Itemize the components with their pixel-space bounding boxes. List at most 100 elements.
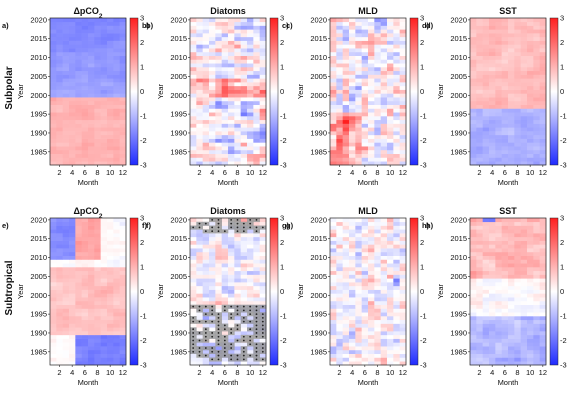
heatmap-cell [94, 236, 101, 241]
heatmap-cell [387, 255, 394, 260]
heatmap-cell [495, 153, 502, 158]
heatmap-cell [202, 131, 210, 136]
heatmap-cell [228, 112, 235, 117]
heatmap-cell [520, 97, 528, 102]
heatmap-cell [247, 259, 254, 264]
heatmap-cell [470, 108, 477, 113]
colorbar-tick-label: -3 [280, 361, 287, 370]
heatmap-cell [393, 59, 400, 64]
stipple-dot [198, 222, 201, 225]
heatmap-cell [247, 97, 254, 102]
heatmap-cell [81, 342, 89, 347]
heatmap-cell [361, 221, 369, 226]
heatmap-cell [342, 123, 350, 128]
heatmap-cell [495, 289, 502, 294]
heatmap-cell [119, 361, 127, 366]
heatmap-cell [361, 248, 369, 253]
heatmap-cell [81, 349, 89, 354]
heatmap-cell [393, 285, 400, 290]
heatmap-cell [107, 225, 114, 230]
heatmap-cell [330, 251, 337, 256]
x-tick-label: 2 [197, 168, 201, 177]
heatmap-cell [349, 63, 356, 68]
heatmap-cell [81, 263, 89, 268]
heatmap-cell [240, 263, 248, 268]
heatmap-cell [50, 308, 57, 313]
heatmap-cell [209, 342, 216, 347]
heatmap-cell [342, 304, 350, 309]
heatmap-cell [88, 93, 95, 98]
heatmap-cell [100, 108, 108, 113]
heatmap-cell [501, 123, 509, 128]
heatmap-cell [253, 149, 260, 154]
heatmap-cell [107, 29, 114, 34]
heatmap-cell [355, 278, 362, 283]
heatmap-cell [355, 93, 362, 98]
heatmap-cell [533, 138, 540, 143]
heatmap-cell [527, 55, 534, 60]
heatmap-cell [489, 123, 496, 128]
heatmap-cell [361, 104, 369, 109]
stipple-dot [255, 230, 258, 233]
heatmap-cell [514, 123, 521, 128]
heatmap-cell [520, 319, 528, 324]
heatmap-cell [330, 240, 337, 245]
heatmap-cell [196, 108, 203, 113]
heatmap-cell [119, 149, 127, 154]
y-tick-label: 2015 [310, 34, 327, 43]
heatmap-cell [107, 255, 114, 260]
heatmap-cell [476, 218, 483, 223]
heatmap-cell [202, 300, 210, 305]
heatmap-cell [50, 349, 57, 354]
heatmap-cell [119, 233, 127, 238]
heatmap-cell [100, 218, 108, 223]
heatmap-cell [196, 297, 203, 302]
heatmap-cell [88, 312, 95, 317]
heatmap-cell [215, 97, 222, 102]
heatmap-cell [240, 51, 248, 56]
panel-6: f)Diatoms1985199019952000200520102015202… [142, 206, 294, 387]
heatmap-cell [62, 338, 70, 343]
heatmap-cell [100, 357, 108, 362]
heatmap-cell [349, 93, 356, 98]
heatmap-cell [514, 229, 521, 234]
heatmap-cell [107, 33, 114, 38]
heatmap-cell [221, 221, 229, 226]
heatmap-cell [50, 361, 57, 366]
heatmap-cell [336, 293, 343, 298]
heatmap-cell [100, 353, 108, 358]
heatmap-cell [482, 93, 490, 98]
heatmap-cell [69, 244, 76, 249]
heatmap-cell [476, 44, 483, 49]
heatmap-cell [520, 108, 528, 113]
heatmap-cell [107, 55, 114, 60]
heatmap-cell [247, 82, 254, 87]
heatmap-cell [387, 44, 394, 49]
heatmap-cell [514, 134, 521, 139]
heatmap-cell [75, 233, 82, 238]
heatmap-cell [75, 270, 82, 275]
y-tick-label: 2000 [30, 91, 47, 100]
heatmap-cell [215, 248, 222, 253]
heatmap-cell [228, 36, 235, 41]
heatmap-cell [247, 331, 254, 336]
heatmap-cell [489, 44, 496, 49]
heatmap-cell [190, 153, 197, 158]
heatmap-cell [520, 63, 528, 68]
y-tick-label: 2020 [310, 15, 327, 24]
heatmap-cell [81, 119, 89, 124]
heatmap-cell [69, 93, 76, 98]
heatmap-cell [520, 146, 528, 151]
heatmap-cell [94, 334, 101, 339]
heatmap-cell [240, 300, 248, 305]
heatmap-cell [399, 274, 407, 279]
heatmap-cell [368, 349, 375, 354]
y-tick-label: 2015 [450, 234, 467, 243]
heatmap-cell [349, 218, 356, 223]
heatmap-cell [387, 131, 394, 136]
heatmap-cell [527, 331, 534, 336]
heatmap-cell [374, 33, 381, 38]
heatmap-cell [539, 338, 547, 343]
heatmap-cell [62, 146, 70, 151]
heatmap-cell [221, 112, 229, 117]
